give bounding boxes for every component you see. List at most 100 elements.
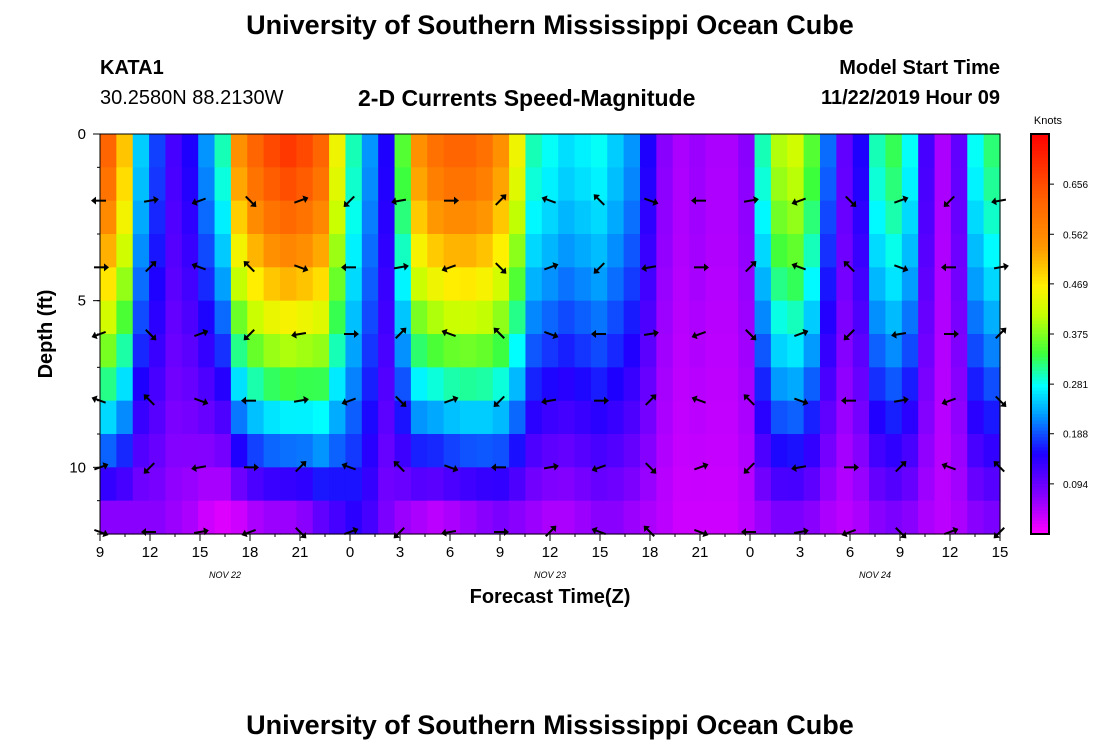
current-arrow xyxy=(243,260,255,273)
heatmap-cell xyxy=(983,300,1001,335)
heatmap-cell xyxy=(836,334,854,368)
heatmap-cell xyxy=(967,334,985,368)
heatmap-cell xyxy=(460,267,477,302)
heatmap-cell xyxy=(263,300,281,335)
heatmap-cell xyxy=(754,467,772,502)
current-arrow xyxy=(944,526,959,535)
heatmap-cell xyxy=(672,500,690,535)
colorbar-swatch xyxy=(1031,310,1049,315)
heatmap-cell xyxy=(590,400,608,435)
heatmap-cell xyxy=(296,200,314,235)
colorbar-swatch xyxy=(1031,247,1049,252)
heatmap-cell xyxy=(623,300,641,335)
heatmap-cell xyxy=(345,367,363,402)
heatmap-cell xyxy=(705,167,723,202)
page-title: University of Southern Mississippi Ocean… xyxy=(246,10,854,40)
heatmap-cell xyxy=(525,134,543,168)
heatmap-cell xyxy=(100,467,117,502)
colorbar-swatch xyxy=(1031,374,1049,378)
heatmap-cell xyxy=(754,434,772,468)
heatmap-cell xyxy=(574,434,592,468)
colorbar-swatch xyxy=(1031,440,1049,445)
heatmap-cell xyxy=(296,267,314,302)
x-tick-label: 18 xyxy=(642,544,659,561)
x-tick-label: 3 xyxy=(396,544,404,561)
heatmap-cell xyxy=(443,200,461,235)
colorbar-swatch xyxy=(1031,240,1049,245)
heatmap-cell xyxy=(852,200,870,235)
colorbar-label: Knots xyxy=(1034,115,1063,127)
heatmap-cell xyxy=(640,267,657,302)
heatmap-cell xyxy=(476,367,494,402)
heatmap-cell xyxy=(950,334,968,368)
colorbar-swatch xyxy=(1031,360,1049,365)
heatmap-cell xyxy=(738,200,756,235)
heatmap-cell xyxy=(525,467,543,502)
heatmap-cell xyxy=(558,500,576,535)
heatmap-cell xyxy=(165,200,183,235)
heatmap-cell xyxy=(934,334,952,368)
heatmap-cell xyxy=(132,400,150,435)
current-arrow xyxy=(845,195,857,208)
colorbar-swatch xyxy=(1031,494,1049,498)
current-arrow xyxy=(145,329,157,341)
heatmap-cell xyxy=(165,167,183,202)
heatmap-cell xyxy=(230,400,248,435)
heatmap-cell xyxy=(558,234,576,268)
heatmap-cell xyxy=(738,267,756,302)
heatmap-cell xyxy=(460,200,477,235)
heatmap-cell xyxy=(672,400,690,435)
heatmap-cell xyxy=(410,300,428,335)
colorbar-swatch xyxy=(1031,194,1049,198)
heatmap-cell xyxy=(590,367,608,402)
heatmap-cell xyxy=(640,400,657,435)
heatmap-cell xyxy=(149,167,167,202)
heatmap-cell xyxy=(361,467,379,502)
colorbar-swatch xyxy=(1031,414,1049,418)
heatmap-cell xyxy=(492,400,510,435)
heatmap-cell xyxy=(329,200,347,235)
heatmap-cell xyxy=(574,334,592,368)
colorbar-swatch xyxy=(1031,484,1049,488)
heatmap-cell xyxy=(443,267,461,302)
colorbar-swatch xyxy=(1031,217,1049,222)
current-arrow xyxy=(643,525,655,537)
current-arrow xyxy=(344,526,359,535)
heatmap-cell xyxy=(885,400,903,435)
heatmap-cell xyxy=(950,434,968,468)
colorbar-swatch xyxy=(1031,497,1049,502)
heatmap-cell xyxy=(721,500,739,535)
colorbar-swatch xyxy=(1031,504,1049,508)
heatmap-cell xyxy=(672,334,690,368)
colorbar-swatch xyxy=(1031,477,1049,482)
heatmap-cell xyxy=(312,300,330,335)
heatmap-cell xyxy=(280,467,297,502)
heatmap-cell xyxy=(247,300,265,335)
heatmap-cell xyxy=(427,234,445,268)
heatmap-cell xyxy=(116,300,134,335)
heatmap-cell xyxy=(820,300,837,335)
heatmap-cell xyxy=(132,167,150,202)
colorbar-swatch xyxy=(1031,234,1049,238)
heatmap-cell xyxy=(623,400,641,435)
colorbar-swatch xyxy=(1031,367,1049,372)
heatmap-cell xyxy=(361,400,379,435)
heatmap-cell xyxy=(607,500,625,535)
x-tick-label: 0 xyxy=(746,544,754,561)
heatmap-cell xyxy=(247,500,265,535)
colorbar-swatch xyxy=(1031,394,1049,398)
heatmap-cell xyxy=(901,434,919,468)
heatmap-cell xyxy=(198,167,216,202)
colorbar-swatch xyxy=(1031,274,1049,278)
heatmap-cell xyxy=(394,467,412,502)
colorbar-swatch xyxy=(1031,327,1049,332)
heatmap-cell xyxy=(427,300,445,335)
heatmap-cell xyxy=(476,234,494,268)
heatmap-cell xyxy=(361,134,379,168)
heatmap-cell xyxy=(476,467,494,502)
heatmap-cell xyxy=(181,434,199,468)
colorbar-swatch xyxy=(1031,407,1049,412)
colorbar-swatch xyxy=(1031,520,1049,525)
heatmap-cell xyxy=(640,134,657,168)
heatmap-cell xyxy=(689,500,707,535)
